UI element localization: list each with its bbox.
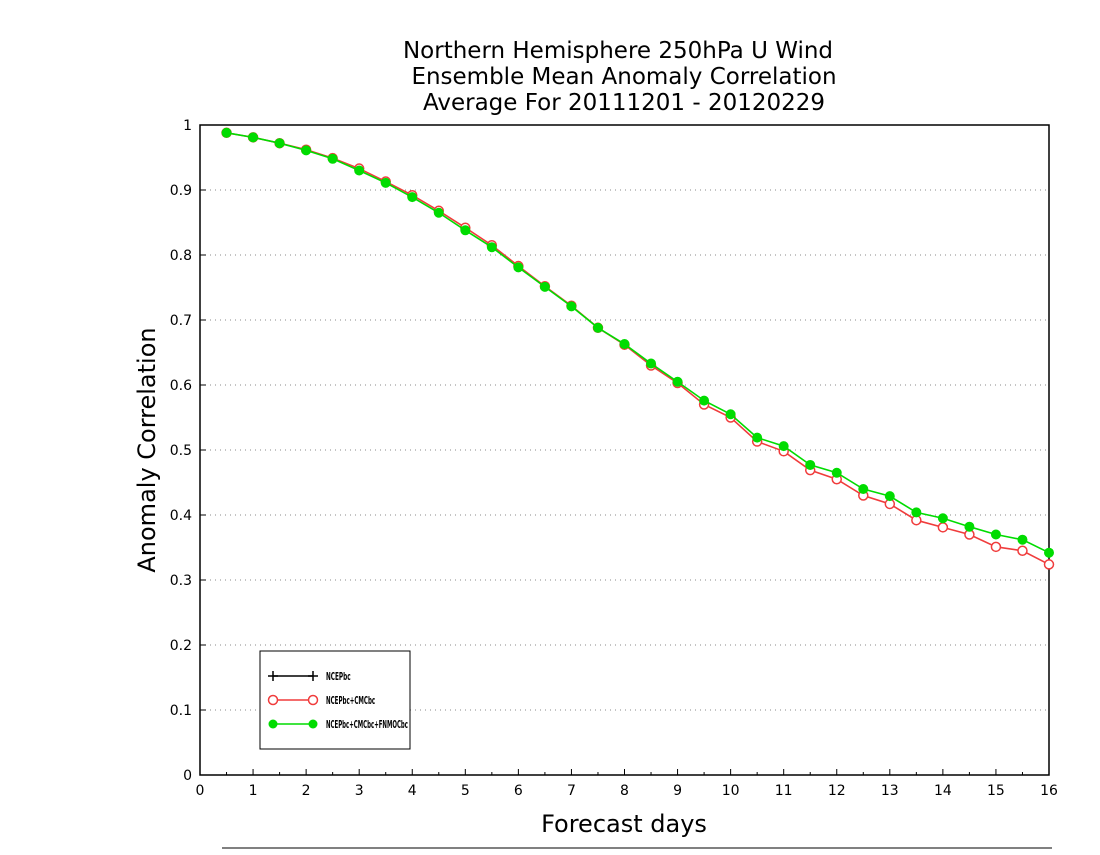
legend-label: NCEPbc+CMCbc bbox=[326, 694, 375, 707]
x-axis-title: Forecast days bbox=[541, 810, 707, 838]
y-tick-label: 0 bbox=[183, 768, 192, 784]
legend-marker bbox=[308, 671, 318, 681]
data-point bbox=[1043, 559, 1055, 570]
series-layer bbox=[221, 127, 1055, 570]
x-tick-label: 2 bbox=[302, 783, 311, 799]
legend-marker bbox=[308, 719, 318, 729]
data-point bbox=[248, 132, 259, 143]
y-tick-label: 0.5 bbox=[170, 443, 192, 459]
data-point bbox=[937, 513, 948, 524]
y-tick-label: 0.4 bbox=[170, 508, 192, 524]
data-point bbox=[1017, 534, 1028, 545]
data-point bbox=[911, 507, 922, 518]
y-tick-label: 0.2 bbox=[170, 638, 192, 654]
x-tick-label: 14 bbox=[934, 783, 952, 799]
data-point bbox=[672, 376, 683, 387]
data-point bbox=[1017, 545, 1028, 556]
y-tick-label: 0.3 bbox=[170, 573, 192, 589]
data-point bbox=[274, 138, 285, 149]
chart-title-line-3: Average For 20111201 - 20120229 bbox=[423, 90, 825, 116]
x-tick-label: 6 bbox=[514, 783, 523, 799]
legend-item: NCEPbc+CMCbc+FNMOCbc bbox=[268, 718, 408, 731]
series-line bbox=[226, 132, 1050, 554]
data-point bbox=[513, 262, 524, 273]
y-tick-label: 0.6 bbox=[170, 378, 192, 394]
chart-title-line-1: Northern Hemisphere 250hPa U Wind bbox=[403, 38, 833, 64]
data-point bbox=[990, 541, 1002, 553]
legend-label: NCEPbc bbox=[326, 670, 351, 683]
data-point bbox=[539, 281, 550, 292]
data-point bbox=[460, 225, 471, 236]
x-tick-label: 15 bbox=[987, 783, 1005, 799]
data-point bbox=[301, 145, 312, 156]
data-point bbox=[884, 491, 895, 502]
data-point bbox=[778, 441, 789, 452]
data-point bbox=[699, 395, 710, 406]
data-point bbox=[327, 153, 338, 164]
data-point bbox=[592, 322, 603, 333]
grid-lines bbox=[200, 189, 1049, 711]
y-tick-label: 0.1 bbox=[170, 703, 192, 719]
y-tick-label: 1 bbox=[183, 118, 192, 134]
data-point bbox=[646, 358, 657, 369]
y-axis-title: Anomaly Correlation bbox=[133, 327, 161, 572]
data-point bbox=[831, 467, 842, 478]
data-point bbox=[566, 301, 577, 312]
x-tick-label: 16 bbox=[1040, 783, 1058, 799]
x-tick-label: 4 bbox=[408, 783, 417, 799]
y-tick-label: 0.9 bbox=[170, 183, 192, 199]
data-point bbox=[1044, 547, 1054, 558]
data-point bbox=[752, 432, 763, 443]
x-tick-label: 5 bbox=[461, 783, 470, 799]
series-1 bbox=[221, 127, 1055, 570]
y-tick-label: 0.7 bbox=[170, 313, 192, 329]
x-tick-label: 9 bbox=[673, 783, 682, 799]
legend-label: NCEPbc+CMCbc+FNMOCbc bbox=[326, 718, 408, 731]
data-point bbox=[354, 165, 365, 176]
legend-item: NCEPbc+CMCbc bbox=[267, 694, 375, 707]
data-point bbox=[221, 127, 232, 138]
legend-marker bbox=[267, 694, 279, 706]
y-tick-label: 0.8 bbox=[170, 248, 192, 264]
data-point bbox=[380, 177, 391, 188]
x-tick-label: 12 bbox=[828, 783, 846, 799]
data-point bbox=[619, 339, 630, 350]
series-2 bbox=[221, 127, 1054, 558]
data-point bbox=[805, 459, 816, 470]
data-point bbox=[486, 242, 497, 253]
x-tick-label: 3 bbox=[355, 783, 364, 799]
x-tick-label: 10 bbox=[722, 783, 740, 799]
legend-marker bbox=[268, 719, 278, 729]
legend-marker bbox=[268, 671, 278, 681]
x-tick-label: 11 bbox=[775, 783, 793, 799]
legend-marker bbox=[307, 694, 319, 706]
x-tick-label: 8 bbox=[620, 783, 629, 799]
x-tick-label: 0 bbox=[196, 783, 205, 799]
data-point bbox=[990, 529, 1001, 540]
series-line bbox=[226, 132, 1050, 566]
data-point bbox=[858, 484, 869, 494]
legend-item: NCEPbc bbox=[268, 670, 351, 683]
chart-title-line-2: Ensemble Mean Anomaly Correlation bbox=[411, 64, 836, 90]
x-tick-label: 1 bbox=[249, 783, 258, 799]
data-point bbox=[725, 409, 736, 420]
data-point bbox=[433, 207, 444, 218]
x-tick-label: 7 bbox=[567, 783, 576, 799]
legend: NCEPbc NCEPbc+CMCbc NCEPbc+CMCbc+FNMOCbc bbox=[259, 650, 411, 750]
data-point bbox=[407, 192, 418, 203]
data-point bbox=[964, 521, 975, 532]
x-tick-label: 13 bbox=[881, 783, 899, 799]
axis-ticks: 00.10.20.30.40.50.60.70.80.910 1 2 3 4 5 6 7 8 9 1… bbox=[170, 118, 1058, 799]
data-point bbox=[937, 522, 949, 533]
